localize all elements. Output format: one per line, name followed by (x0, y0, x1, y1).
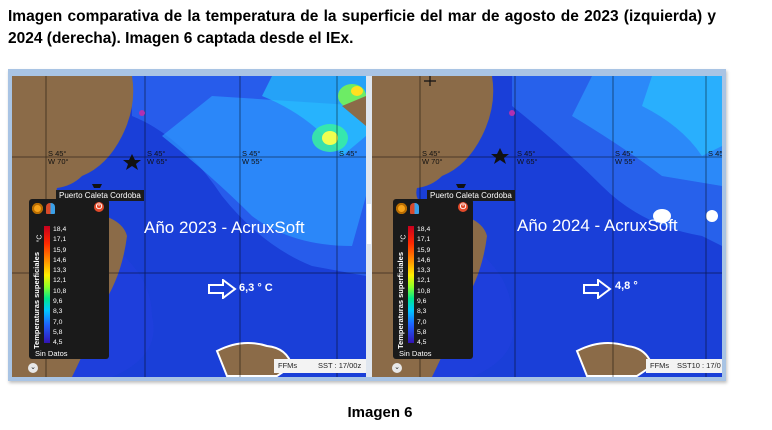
legend-value: 12,1 (417, 277, 431, 285)
legend-title: Temperaturas superficiales (396, 252, 405, 349)
legend-value: 15,9 (417, 246, 431, 254)
legend-value: 4,5 (53, 339, 63, 347)
legend-value: 9,6 (417, 298, 427, 306)
grid-label: S 45° W 70° (48, 149, 69, 166)
layers-icon[interactable] (410, 203, 419, 214)
split-divider[interactable] (366, 76, 372, 377)
layers-icon[interactable] (46, 203, 55, 214)
legend-value: 17,1 (53, 236, 67, 244)
legend-value: 18,4 (53, 226, 67, 233)
expand-button[interactable]: ⌄ (28, 363, 38, 373)
grid-label: S 45° W 65° (147, 149, 168, 166)
status-right: SST : 17/00z (318, 361, 362, 370)
legend-value: 8,3 (53, 308, 63, 316)
map-panel-2024[interactable]: S 45° W 70° S 45° W 65° S 45° W 55° S 45… (372, 76, 722, 377)
temperature-label: 4,8 ° (615, 280, 638, 292)
power-icon[interactable]: ⏻ (94, 202, 104, 212)
legend-values: 18,4 17,1 15,9 14,6 13,3 12,1 10,8 9,6 8… (417, 225, 439, 349)
port-label[interactable]: Puerto Caleta Cordoba (427, 190, 515, 201)
no-data-label: Sin Datos (399, 349, 432, 358)
map-panel-2023[interactable]: S 45° W 70° S 45° W 65° S 45° W 55° S 45… (12, 76, 366, 377)
legend-value: 17,1 (417, 236, 431, 244)
status-bar: FFMs SST : 17/00z (274, 359, 366, 373)
arrow-right-icon (583, 279, 612, 299)
divider-handle[interactable] (367, 204, 371, 244)
sun-icon[interactable] (396, 203, 407, 214)
grid-label: S 45° W 55° (242, 149, 263, 166)
legend-value: 8,3 (417, 308, 427, 316)
legend-value: 13,3 (53, 267, 67, 275)
grid-label: S 45° (708, 149, 722, 158)
legend-value: 5,8 (53, 328, 63, 336)
port-label[interactable]: Puerto Caleta Cordoba (56, 190, 144, 201)
legend-value: 12,1 (53, 277, 67, 285)
legend-value: 7,0 (53, 318, 63, 326)
legend-value: 10,8 (417, 287, 431, 295)
no-data-label: Sin Datos (35, 349, 68, 358)
temperature-legend: ⏻ °C 18,4 17,1 15,9 14,6 13,3 12,1 10,8 … (393, 199, 473, 359)
legend-value: 13,3 (417, 267, 431, 275)
legend-value: 14,6 (53, 256, 67, 264)
legend-value: 10,8 (53, 287, 67, 295)
legend-value: 18,4 (417, 226, 431, 233)
grid-label: S 45° W 70° (422, 149, 443, 166)
status-left: FFMs (278, 361, 298, 370)
power-icon[interactable]: ⏻ (458, 202, 468, 212)
temperature-label: 6,3 ° C (239, 282, 273, 294)
legend-value: 7,0 (417, 318, 427, 326)
year-label: Año 2024 - AcruxSoft (517, 216, 678, 235)
legend-value: 5,8 (417, 328, 427, 336)
figure-caption: Imagen 6 (347, 404, 413, 421)
expand-button[interactable]: ⌄ (392, 363, 402, 373)
legend-title: Temperaturas superficiales (32, 252, 41, 349)
legend-value: 9,6 (53, 298, 63, 306)
legend-value: 15,9 (53, 246, 67, 254)
arrow-right-icon (208, 279, 237, 299)
legend-values: 18,4 17,1 15,9 14,6 13,3 12,1 10,8 9,6 8… (53, 225, 75, 349)
status-bar: FFMs SST10 : 17/0 (646, 359, 722, 373)
legend-value: 4,5 (417, 339, 427, 347)
year-label: Año 2023 - AcruxSoft (144, 218, 305, 237)
comparison-figure: S 45° W 70° S 45° W 65° S 45° W 55° S 45… (8, 69, 726, 381)
status-left: FFMs (650, 361, 670, 370)
grid-label: S 45° W 55° (615, 149, 636, 166)
sun-icon[interactable] (32, 203, 43, 214)
legend-value: 14,6 (417, 256, 431, 264)
grid-label: S 45° (339, 149, 358, 158)
grid-label: S 45° W 65° (517, 149, 538, 166)
document-caption: Imagen comparativa de la temperatura de … (8, 8, 716, 47)
temperature-legend: ⏻ °C 18,4 17,1 15,9 14,6 13,3 12,1 10,8 … (29, 199, 109, 359)
status-right: SST10 : 17/0 (677, 361, 721, 370)
color-ramp (44, 226, 50, 343)
color-ramp (408, 226, 414, 343)
